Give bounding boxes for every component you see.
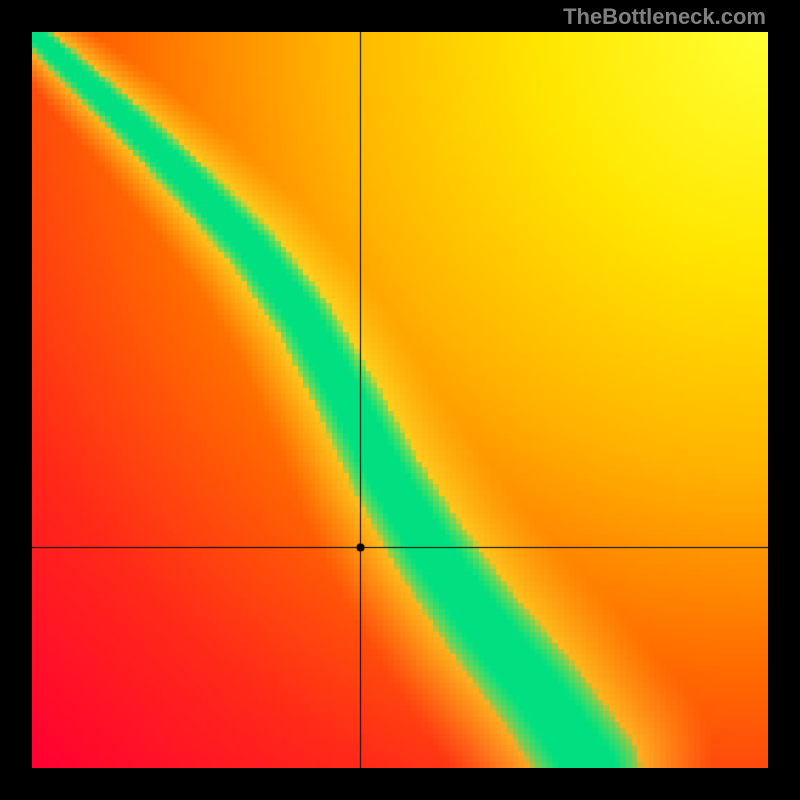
bottleneck-heatmap — [32, 32, 768, 768]
chart-frame: TheBottleneck.com — [0, 0, 800, 800]
watermark-text: TheBottleneck.com — [563, 4, 766, 30]
